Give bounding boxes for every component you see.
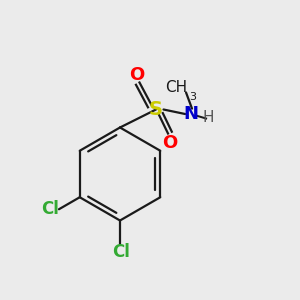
- Text: N: N: [183, 105, 198, 123]
- Text: H: H: [203, 110, 214, 125]
- Text: O: O: [129, 66, 144, 84]
- Text: Cl: Cl: [112, 243, 130, 261]
- Text: O: O: [162, 134, 177, 152]
- Text: S: S: [149, 100, 163, 119]
- Text: Cl: Cl: [42, 200, 59, 218]
- Text: 3: 3: [189, 92, 196, 101]
- Text: CH: CH: [165, 80, 188, 94]
